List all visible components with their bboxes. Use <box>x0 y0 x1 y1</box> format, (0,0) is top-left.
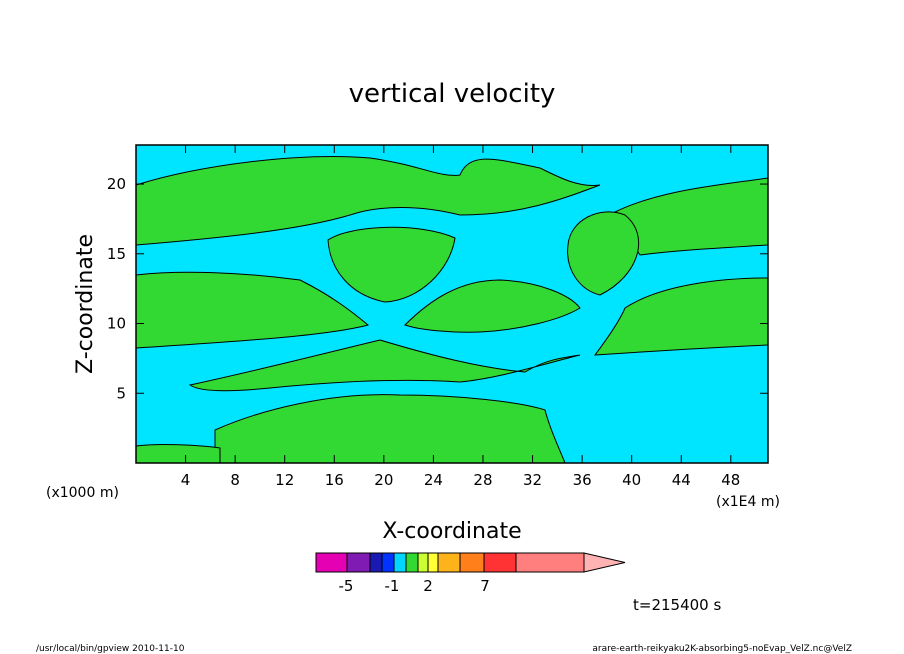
y-axis-label: Z-coordinate <box>73 234 98 374</box>
contour-region-top-left <box>135 156 601 246</box>
x-axis-label: X-coordinate <box>382 519 521 544</box>
y-tick-label: 5 <box>116 384 126 402</box>
footer-left: /usr/local/bin/gpview 2010-11-10 <box>36 644 185 654</box>
y-tick-label: 10 <box>107 315 126 333</box>
y-tick-label: 15 <box>107 245 126 263</box>
x-units-left: (x1000 m) <box>46 485 119 501</box>
colorbar-swatch <box>369 552 383 573</box>
x-tick-label: 48 <box>721 471 740 489</box>
x-tick-label: 32 <box>523 471 542 489</box>
colorbar-swatch <box>459 552 485 573</box>
x-tick-label: 16 <box>325 471 344 489</box>
contour-region-center-mid <box>404 279 581 333</box>
x-tick-label: 28 <box>473 471 492 489</box>
colorbar-label: 7 <box>480 577 490 595</box>
contour-region-bottom-left-strip <box>135 444 221 464</box>
x-tick-label: 20 <box>374 471 393 489</box>
colorbar-swatch <box>427 552 439 573</box>
colorbar: -5 -1 2 7 <box>315 552 626 595</box>
colorbar-swatch <box>381 552 395 573</box>
colorbar-swatch <box>405 552 419 573</box>
contour-region-right-mid <box>593 277 769 356</box>
x-units-right: (x1E4 m) <box>716 494 780 510</box>
colorbar-label: 2 <box>423 577 433 595</box>
colorbar-swatch <box>417 552 429 573</box>
colorbar-swatch <box>483 552 517 573</box>
x-axis: 4 8 12 16 20 24 28 32 36 40 44 48 <box>181 145 740 489</box>
time-label: t=215400 s <box>633 596 721 614</box>
contour-region-oval-right <box>567 211 640 296</box>
x-tick-label: 12 <box>275 471 294 489</box>
y-tick-label: 20 <box>107 175 126 193</box>
colorbar-swatch <box>515 552 585 573</box>
x-tick-label: 44 <box>672 471 691 489</box>
contour-region-lower-band <box>188 339 581 392</box>
contour-field <box>135 144 769 464</box>
colorbar-swatch <box>315 552 348 573</box>
x-tick-label: 24 <box>424 471 443 489</box>
y-axis: 5 10 15 20 <box>107 175 768 402</box>
x-tick-label: 4 <box>181 471 191 489</box>
x-tick-label: 40 <box>622 471 641 489</box>
x-tick-label: 36 <box>573 471 592 489</box>
colorbar-label: -5 <box>339 577 354 595</box>
colorbar-swatch <box>393 552 407 573</box>
footer-right: arare-earth-reikyaku2K-absorbing5-noEvap… <box>592 644 852 654</box>
plot-frame <box>135 144 769 464</box>
x-tick-label: 8 <box>230 471 240 489</box>
chart-title: vertical velocity <box>349 79 556 109</box>
colorbar-arrow <box>583 552 626 573</box>
colorbar-swatch <box>437 552 461 573</box>
contour-region-bottom <box>214 394 566 464</box>
colorbar-label: -1 <box>385 577 400 595</box>
contour-region-oval-left <box>327 226 456 303</box>
contour-region-left-mid <box>135 271 370 349</box>
colorbar-swatch <box>346 552 371 573</box>
